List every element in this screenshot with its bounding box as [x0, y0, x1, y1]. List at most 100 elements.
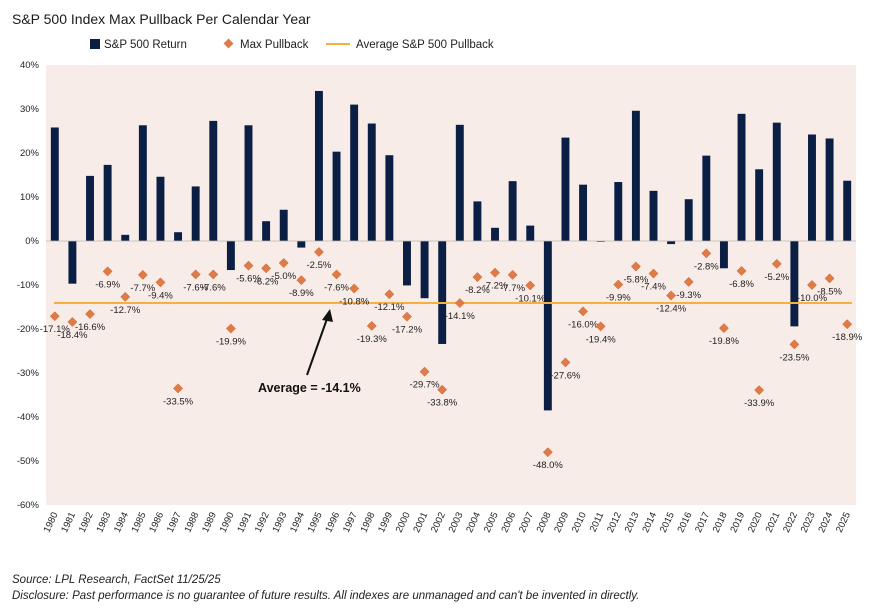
x-tick-label: 1993 — [271, 511, 290, 535]
point-1998 — [366, 320, 377, 331]
point-label-1997: -10.8% — [339, 297, 370, 308]
x-tick-label: 2013 — [623, 511, 642, 535]
y-tick-label: 40% — [20, 60, 40, 71]
bar-1999 — [385, 155, 394, 241]
bar-2020 — [755, 169, 764, 241]
bars-return — [50, 90, 852, 411]
bar-1997 — [350, 104, 359, 241]
point-label-1998: -19.3% — [357, 334, 388, 345]
bar-1984 — [121, 234, 130, 241]
bar-2006 — [508, 181, 517, 241]
bar-2017 — [702, 155, 711, 241]
x-tick-label: 1995 — [306, 511, 325, 535]
point-2014 — [648, 268, 659, 279]
x-tick-label: 2007 — [517, 511, 536, 535]
y-axis: 40% 30% 20% 10% 0% -10% -20% -30% -40% -50% -60% — [17, 60, 40, 511]
bar-2003 — [455, 124, 464, 241]
footer-source: Source: LPL Research, FactSet 11/25/25 — [12, 574, 221, 586]
point-2007 — [525, 280, 536, 291]
point-label-1995: -2.5% — [307, 260, 332, 271]
point-1987 — [173, 383, 184, 394]
point-label-2001: -29.7% — [410, 380, 441, 391]
x-tick-label: 2002 — [429, 511, 448, 535]
point-label-1980: -17.1% — [40, 324, 71, 335]
x-tick-label: 2006 — [499, 511, 518, 535]
bar-2013 — [631, 110, 640, 241]
x-tick-label: 2003 — [447, 511, 466, 535]
y-tick-label: 30% — [20, 104, 40, 115]
point-label-2002: -33.8% — [427, 398, 458, 409]
x-tick-label: 2012 — [605, 511, 624, 535]
point-1988 — [190, 269, 201, 280]
x-tick-label: 2020 — [746, 511, 765, 535]
x-tick-label: 2005 — [482, 511, 501, 535]
point-label-2011: -19.4% — [586, 334, 617, 345]
point-2006 — [507, 269, 518, 280]
x-tick-label: 2023 — [799, 511, 818, 535]
point-label-2023: -10.0% — [797, 293, 828, 304]
point-label-1990: -19.9% — [216, 337, 247, 348]
legend: S&P 500 Return Max Pullback Average S&P … — [90, 38, 494, 51]
point-label-1999: -12.1% — [374, 302, 405, 313]
point-2022 — [789, 339, 800, 350]
point-label-2014: -7.4% — [641, 282, 666, 293]
x-tick-label: 1984 — [112, 511, 131, 535]
bar-2004 — [473, 201, 482, 241]
point-label-2020: -33.9% — [744, 398, 775, 409]
bar-2018 — [719, 241, 728, 269]
x-tick-label: 1998 — [359, 511, 378, 535]
x-tick-label: 2010 — [570, 511, 589, 535]
point-2010 — [578, 306, 589, 317]
point-label-2006: -7.7% — [500, 283, 525, 294]
point-label-1987: -33.5% — [163, 396, 194, 407]
bar-2001 — [420, 241, 429, 299]
point-label-2005: -7.2% — [483, 281, 508, 292]
x-tick-label: 1987 — [165, 511, 184, 535]
y-tick-label: -60% — [17, 500, 40, 511]
point-label-1985: -7.7% — [130, 283, 155, 294]
point-2023 — [807, 280, 817, 290]
chart-title: S&P 500 Index Max Pullback Per Calendar … — [12, 11, 311, 27]
bar-1989 — [209, 120, 218, 241]
average-annotation: Average = -14.1% — [258, 309, 361, 395]
x-tick-label: 2018 — [711, 511, 730, 535]
point-2004 — [472, 272, 483, 283]
bar-2022 — [790, 241, 799, 327]
x-tick-label: 1990 — [218, 511, 237, 535]
point-label-2010: -16.0% — [568, 319, 599, 330]
point-label-2018: -19.8% — [709, 336, 740, 347]
x-tick-label: 1988 — [182, 511, 201, 535]
bar-2019 — [737, 113, 746, 241]
chart-svg: S&P 500 Index Max Pullback Per Calendar … — [12, 11, 863, 535]
point-label-1996: -7.6% — [324, 282, 349, 293]
point-1990 — [225, 323, 236, 334]
bar-2007 — [526, 225, 535, 241]
y-tick-label: -20% — [17, 324, 40, 335]
bar-2010 — [579, 184, 588, 241]
x-tick-label: 1997 — [341, 511, 360, 535]
points-pullback: -17.1%-18.4%-16.6%-6.9%-12.7%-7.7%-9.4%-… — [40, 247, 863, 471]
point-label-1993: -5.0% — [271, 271, 296, 282]
point-label-1981: -18.4% — [57, 330, 88, 341]
x-tick-label: 2004 — [464, 511, 483, 535]
y-tick-label: 20% — [20, 148, 40, 159]
y-tick-label: -40% — [17, 412, 40, 423]
x-tick-label: 2019 — [728, 511, 747, 535]
legend-label-pullback: Max Pullback — [240, 39, 309, 51]
point-label-1989: -7.6% — [201, 282, 226, 293]
point-2000 — [402, 311, 412, 322]
point-1986 — [155, 277, 166, 288]
point-label-1983: -6.9% — [95, 279, 120, 290]
point-label-2025: -18.9% — [832, 332, 863, 343]
point-1980 — [49, 311, 60, 322]
x-tick-label: 1985 — [130, 511, 149, 535]
bar-2009 — [561, 137, 570, 241]
point-2003 — [454, 298, 465, 308]
point-label-2003: -14.1% — [445, 311, 476, 322]
point-2024 — [824, 273, 835, 284]
footer-disclosure: Disclosure: Past performance is no guara… — [12, 590, 640, 602]
point-1989 — [208, 269, 219, 280]
bar-2024 — [825, 138, 834, 241]
point-label-1991: -5.6% — [236, 274, 261, 285]
